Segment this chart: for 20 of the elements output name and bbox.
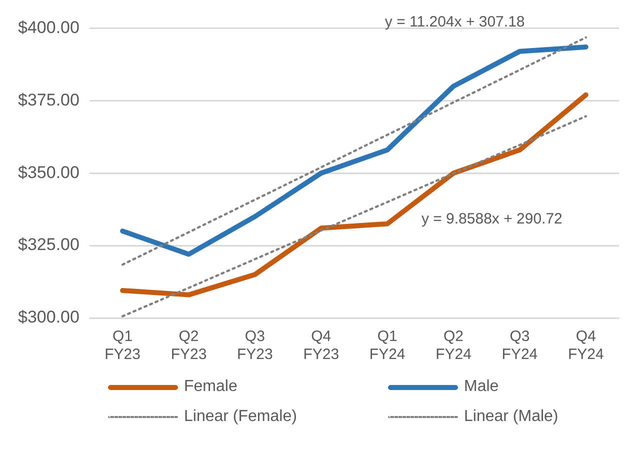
line-series (121, 115, 588, 318)
x-tick-label: Q1 FY23 (104, 328, 140, 364)
annotation: y = 11.204x + 307.18 (384, 13, 525, 30)
x-tick-label: Q4 FY23 (303, 328, 340, 364)
x-tick-label: Q2 FY23 (170, 328, 207, 364)
annotation: y = 9.8588x + 290.72 (421, 210, 562, 228)
y-tick-label: $350.00 (18, 162, 80, 182)
x-tick-label: Q3 FY23 (237, 328, 273, 364)
x-tick-label: Q1 FY24 (369, 328, 406, 364)
legend-label: Linear (Female) (184, 408, 297, 426)
y-tick-label: $300.00 (18, 308, 80, 327)
y-tick-label: $400.00 (18, 18, 80, 37)
x-tick-label: Q3 FY24 (502, 328, 538, 364)
y-tick-label: $375.00 (18, 90, 80, 110)
legend-label: Female (184, 378, 238, 396)
x-tick-label: Q4 FY24 (568, 328, 604, 364)
legend-label: Linear (Male) (464, 408, 558, 426)
legend-label: Male (464, 378, 499, 396)
x-tick-label: Q2 FY24 (436, 328, 472, 364)
y-tick-label: $325.00 (18, 235, 80, 254)
